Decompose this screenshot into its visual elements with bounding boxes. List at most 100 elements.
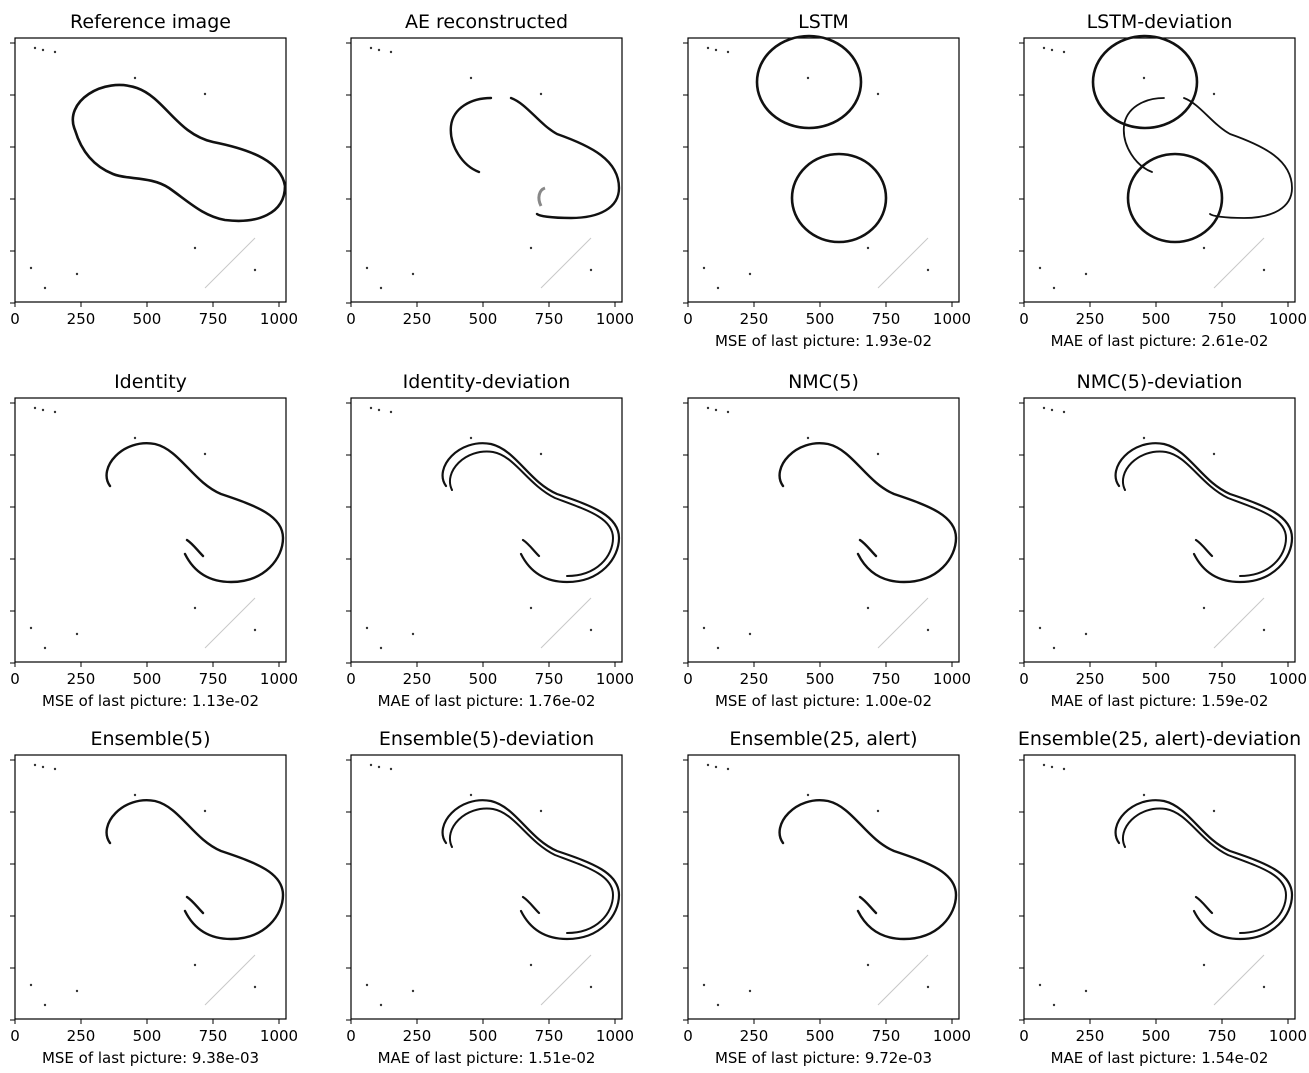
panel-title: LSTM bbox=[798, 11, 849, 33]
x-tick-label: 750 bbox=[872, 1027, 901, 1045]
noise-speck bbox=[1262, 628, 1266, 632]
x-tick-label: 250 bbox=[67, 310, 96, 328]
deviation-outline bbox=[449, 450, 615, 577]
image-content bbox=[29, 406, 285, 650]
noise-speck bbox=[43, 646, 47, 650]
noise-speck bbox=[926, 985, 930, 989]
deviation-outline bbox=[1122, 807, 1288, 934]
noise-speck bbox=[529, 246, 533, 250]
noise-speck bbox=[253, 985, 257, 989]
noise-speck bbox=[75, 272, 79, 276]
noise-speck bbox=[529, 606, 533, 610]
noise-speck bbox=[75, 632, 79, 636]
predicted-shape-outline bbox=[1114, 442, 1294, 584]
noise-speck bbox=[365, 983, 369, 987]
x-tick-label: 0 bbox=[683, 1027, 693, 1045]
x-tick-label: 1000 bbox=[1269, 670, 1307, 688]
x-tick-label: 0 bbox=[1019, 310, 1029, 328]
x-tick-label: 0 bbox=[346, 1027, 356, 1045]
faint-diagonal-artifact bbox=[204, 954, 256, 1006]
x-tick-label: 750 bbox=[199, 1027, 228, 1045]
plot-frame bbox=[687, 37, 960, 303]
panel-title: Identity-deviation bbox=[403, 371, 571, 393]
noise-speck bbox=[1050, 765, 1054, 769]
x-tick-label: 500 bbox=[469, 670, 498, 688]
plot-frame bbox=[1023, 37, 1296, 303]
x-tick-label: 750 bbox=[1208, 670, 1237, 688]
predicted-shape-outline bbox=[441, 799, 621, 941]
noise-speck bbox=[43, 1003, 47, 1007]
panel-title: Ensemble(5) bbox=[90, 728, 210, 750]
noise-speck bbox=[806, 436, 810, 440]
noise-speck bbox=[1052, 1003, 1056, 1007]
x-tick-label: 1000 bbox=[260, 670, 298, 688]
noise-speck bbox=[1062, 410, 1066, 414]
x-tick-label: 750 bbox=[199, 310, 228, 328]
faint-diagonal-artifact bbox=[204, 597, 256, 649]
metric-caption: MSE of last picture: 1.00e-02 bbox=[715, 692, 932, 710]
noise-speck bbox=[702, 626, 706, 630]
plot-frame bbox=[14, 754, 287, 1020]
predicted-circle-upper bbox=[755, 34, 863, 130]
noise-speck bbox=[1142, 793, 1146, 797]
metric-caption: MAE of last picture: 1.51e-02 bbox=[378, 1049, 596, 1067]
noise-speck bbox=[377, 48, 381, 52]
x-tick-label: 1000 bbox=[596, 310, 634, 328]
noise-speck bbox=[1142, 76, 1146, 80]
noise-speck bbox=[589, 628, 593, 632]
noise-speck bbox=[1050, 408, 1054, 412]
x-tick-label: 250 bbox=[403, 670, 432, 688]
noise-speck bbox=[43, 286, 47, 290]
panel-title: Ensemble(25, alert) bbox=[729, 728, 917, 750]
image-content bbox=[29, 763, 285, 1007]
plot-frame bbox=[350, 754, 623, 1020]
noise-speck bbox=[53, 50, 57, 54]
noise-speck bbox=[411, 632, 415, 636]
metric-caption: MSE of last picture: 1.13e-02 bbox=[42, 692, 259, 710]
noise-speck bbox=[1212, 452, 1216, 456]
noise-speck bbox=[1202, 246, 1206, 250]
x-tick-label: 500 bbox=[806, 1027, 835, 1045]
noise-speck bbox=[1050, 48, 1054, 52]
panel-title: AE reconstructed bbox=[405, 11, 568, 33]
x-tick-label: 1000 bbox=[933, 310, 971, 328]
predicted-shape-outline bbox=[105, 442, 285, 584]
noise-speck bbox=[133, 793, 137, 797]
panel-title: Identity bbox=[114, 371, 187, 393]
noise-speck bbox=[389, 410, 393, 414]
noise-speck bbox=[1062, 50, 1066, 54]
x-tick-label: 500 bbox=[133, 1027, 162, 1045]
noise-speck bbox=[806, 793, 810, 797]
x-tick-label: 500 bbox=[1142, 670, 1171, 688]
artifact-blur bbox=[537, 186, 546, 207]
noise-speck bbox=[702, 983, 706, 987]
noise-speck bbox=[369, 46, 373, 50]
x-tick-label: 750 bbox=[535, 670, 564, 688]
x-tick-label: 750 bbox=[535, 310, 564, 328]
noise-speck bbox=[589, 985, 593, 989]
x-tick-label: 250 bbox=[1076, 310, 1105, 328]
noise-speck bbox=[714, 765, 718, 769]
panel-title: Reference image bbox=[70, 11, 231, 33]
ae-reconstructed-outline bbox=[449, 96, 621, 220]
image-content bbox=[1038, 763, 1294, 1007]
noise-speck bbox=[726, 410, 730, 414]
faint-diagonal-artifact bbox=[1213, 954, 1265, 1006]
noise-speck bbox=[377, 765, 381, 769]
metric-caption: MAE of last picture: 1.76e-02 bbox=[378, 692, 596, 710]
noise-speck bbox=[589, 268, 593, 272]
noise-speck bbox=[539, 452, 543, 456]
noise-speck bbox=[702, 266, 706, 270]
noise-speck bbox=[726, 50, 730, 54]
noise-speck bbox=[41, 765, 45, 769]
x-tick-label: 750 bbox=[535, 1027, 564, 1045]
noise-speck bbox=[1084, 632, 1088, 636]
panel-title: LSTM-deviation bbox=[1087, 11, 1233, 33]
panel-title: NMC(5)-deviation bbox=[1077, 371, 1243, 393]
plot-frame bbox=[350, 37, 623, 303]
noise-speck bbox=[29, 983, 33, 987]
deviation-outline bbox=[1122, 450, 1288, 577]
